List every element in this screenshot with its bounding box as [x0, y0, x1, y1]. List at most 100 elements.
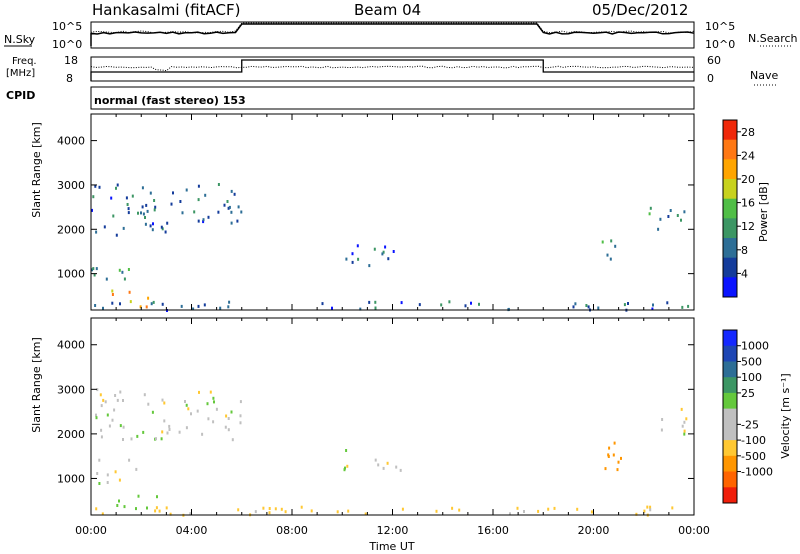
velocity-colorbar-segment [723, 330, 737, 347]
power-echo-cell [321, 302, 324, 306]
power-echo-cell [93, 273, 96, 277]
colorbar-tick-label: 12 [741, 220, 755, 233]
velocity-echo-cell [343, 468, 346, 472]
power-echo-cell [128, 290, 131, 294]
velocity-colorbar-segment [723, 345, 737, 362]
velocity-echo-cell [96, 472, 99, 475]
velocity-echo-cell [274, 507, 277, 511]
power-echo-cell [145, 203, 148, 207]
power-echo-cell [115, 186, 117, 190]
velocity-echo-cell [300, 505, 303, 509]
velocity-echo-cell [116, 504, 119, 507]
velocity-echo-cell [142, 430, 145, 434]
power-echo-layer [91, 183, 690, 312]
velocity-echo-cell [224, 425, 227, 429]
colorbar-tick-label: -500 [741, 450, 766, 463]
power-echo-cell [118, 268, 121, 272]
power-echo-cell [154, 205, 157, 209]
velocity-echo-cell [118, 478, 121, 482]
y-tick-label: 4000 [57, 339, 85, 352]
velocity-echo-cell [516, 506, 519, 510]
power-echo-cell [384, 245, 387, 249]
velocity-echo-cell [98, 482, 101, 485]
power-echo-cell [102, 306, 104, 310]
velocity-echo-cell [184, 400, 186, 403]
power-echo-cell [601, 240, 604, 244]
power-colorbar-label: Power [dB] [757, 182, 770, 242]
velocity-echo-cell [377, 463, 380, 467]
y-tick-label: 2000 [57, 428, 85, 441]
frequency-tick-bottom: 8 [66, 72, 73, 85]
power-echo-cell [585, 304, 588, 307]
power-echo-cell [91, 268, 93, 272]
power-axis-ticks: 4000 3000 2000 1000 [57, 114, 695, 310]
power-echo-cell [92, 195, 95, 199]
power-echo-cell [203, 303, 206, 307]
x-tick-label: 00:00 [75, 524, 107, 537]
power-echo-cell [382, 250, 385, 254]
velocity-echo-cell [128, 458, 131, 462]
velocity-panel-frame [90, 317, 695, 516]
velocity-echo-cell [165, 506, 168, 510]
power-echo-cell [448, 300, 451, 304]
power-echo-cell [95, 267, 98, 271]
velocity-echo-cell [451, 506, 454, 510]
velocity-echo-cell [96, 388, 99, 392]
velocity-echo-cell [196, 409, 199, 413]
noise-left-tick-bottom: 10^0 [52, 38, 82, 51]
colorbar-tick-label: 16 [741, 197, 755, 210]
power-echo-cell [680, 218, 682, 222]
power-echo-cell [147, 296, 150, 300]
velocity-colorbar-segment [723, 440, 737, 457]
frequency-panel-frame [90, 56, 695, 82]
x-tick-label: 20:00 [578, 524, 610, 537]
power-echo-cell [230, 210, 233, 214]
power-echo-cell [202, 218, 205, 222]
velocity-echo-cell [590, 510, 593, 514]
power-echo-cell [614, 244, 617, 248]
velocity-echo-cell [347, 509, 350, 513]
velocity-echo-cell [95, 416, 98, 420]
power-echo-cell [152, 300, 155, 304]
power-echo-cell [180, 304, 183, 308]
velocity-echo-cell [227, 417, 230, 420]
power-colorbar-frame [722, 119, 738, 298]
power-echo-cell [197, 198, 200, 202]
power-echo-cell [149, 224, 152, 228]
velocity-echo-cell [101, 512, 104, 516]
power-echo-cell [105, 277, 108, 281]
power-echo-cell [197, 219, 200, 223]
velocity-colorbar-segment [723, 392, 737, 410]
power-echo-cell [217, 210, 220, 214]
power-colorbar-segment [723, 159, 737, 180]
power-echo-cell [351, 252, 354, 256]
velocity-y-axis-label: Slant Range [km] [30, 337, 43, 433]
colorbar-tick-label: 100 [741, 371, 762, 384]
power-echo-cell [418, 303, 421, 307]
power-echo-cell [127, 207, 130, 211]
velocity-echo-cell [147, 402, 150, 406]
velocity-echo-cell [104, 400, 107, 404]
velocity-echo-cell [547, 507, 550, 511]
power-echo-cell [217, 183, 220, 186]
power-echo-cell [574, 302, 577, 306]
velocity-echo-cell [458, 508, 461, 512]
velocity-echo-cell [114, 394, 117, 397]
frequency-trace [90, 65, 695, 72]
power-echo-cell [687, 304, 690, 308]
velocity-echo-cell [116, 398, 119, 402]
velocity-echo-cell [151, 410, 154, 414]
velocity-echo-cell [213, 400, 215, 404]
power-echo-cell [111, 289, 114, 293]
velocity-echo-cell [161, 430, 164, 434]
power-echo-cell [125, 196, 128, 200]
velocity-echo-cell [215, 407, 218, 411]
noise-sky-trace [90, 23, 695, 46]
noise-panel: N.Sky 10^5 10^0 10^5 10^0 N.Search [4, 20, 798, 51]
velocity-echo-cell [230, 410, 233, 414]
power-echo-cell [144, 222, 147, 226]
power-echo-cell [359, 307, 362, 311]
power-echo-cell [667, 215, 670, 218]
velocity-echo-cell [576, 507, 579, 511]
velocity-echo-cell [523, 510, 525, 513]
